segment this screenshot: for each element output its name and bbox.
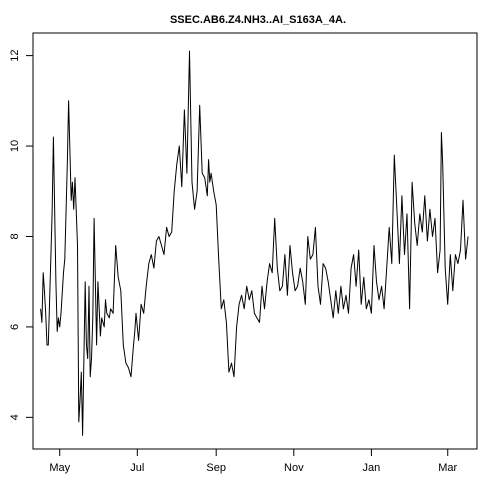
series-line-0	[40, 50, 469, 436]
y-tick-label: 8	[9, 233, 21, 239]
y-tick-label: 4	[9, 414, 21, 420]
y-tick-label: 6	[9, 324, 21, 330]
x-tick-label: Nov	[284, 462, 304, 474]
series-group	[40, 50, 469, 436]
x-tick-label: Sep	[206, 462, 226, 474]
x-axis-ticks: May Jul Sep Nov Jan Mar	[49, 449, 458, 474]
x-tick-label: May	[49, 462, 70, 474]
chart-title: SSEC.AB6.Z4.NH3..AI_S163A_4A.	[170, 14, 346, 26]
y-tick-label: 10	[9, 140, 21, 152]
plot-frame	[32, 32, 478, 450]
y-tick-label: 12	[9, 49, 21, 61]
y-axis-ticks: 4 6 8 10 12	[9, 49, 33, 420]
x-tick-label: Jan	[363, 462, 381, 474]
x-tick-label: Jul	[130, 462, 144, 474]
x-tick-label: Mar	[438, 462, 457, 474]
